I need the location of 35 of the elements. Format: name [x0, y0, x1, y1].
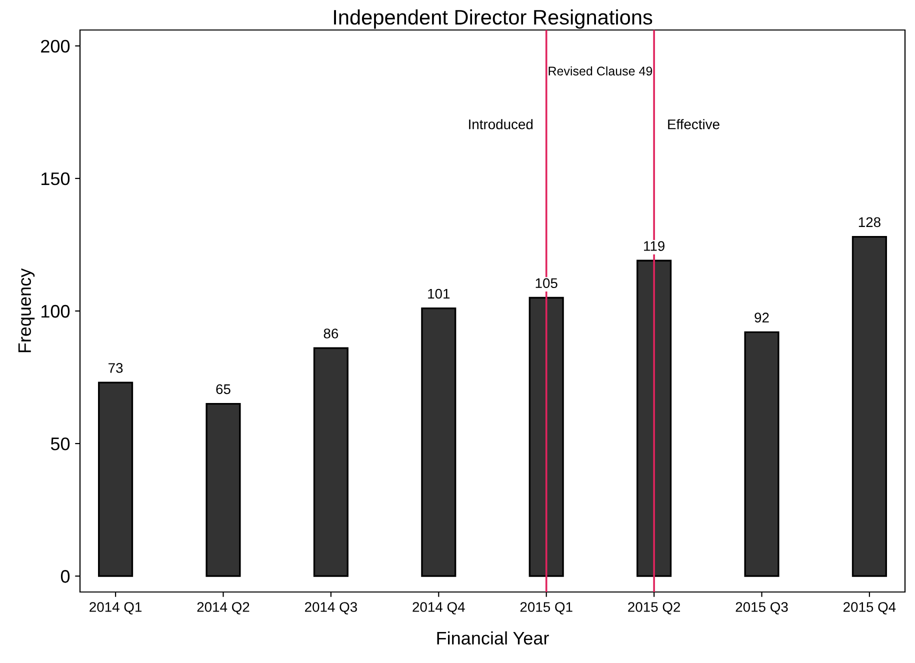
- chart-title: Independent Director Resignations: [334, 9, 652, 29]
- x-tick-label: 2015 Q4: [844, 602, 896, 614]
- bar: [528, 296, 564, 577]
- data-label: 86: [324, 328, 338, 338]
- data-label: 65: [216, 384, 230, 394]
- bar: [744, 331, 780, 577]
- x-tick-label: 2014 Q4: [412, 602, 465, 614]
- y-axis-title: Frequency: [18, 268, 35, 352]
- y-tick-label: 50: [50, 437, 70, 450]
- bar: [636, 260, 672, 577]
- bar: [852, 236, 887, 577]
- x-tick-label: 2014 Q3: [305, 602, 357, 614]
- ref-line-label: Introduced: [469, 119, 533, 130]
- y-tick-label: 150: [42, 172, 70, 186]
- data-label: 119: [644, 241, 664, 251]
- bar: [421, 308, 456, 577]
- x-axis-title: Financial Year: [437, 631, 549, 645]
- y-tick-label: 100: [42, 304, 70, 318]
- y-tick-label: 200: [41, 40, 70, 53]
- data-label: 105: [536, 278, 558, 288]
- x-tick-label: 2014 Q2: [197, 602, 250, 614]
- bar: [206, 402, 241, 577]
- ref-line-label: Effective: [668, 119, 720, 130]
- data-label: 73: [108, 363, 123, 373]
- annotation: Revised Clause 49: [548, 66, 652, 76]
- x-tick-label: 2015 Q2: [628, 602, 680, 614]
- x-tick-label: 2015 Q1: [520, 602, 572, 614]
- x-tick-label: 2015 Q3: [736, 602, 788, 614]
- x-tick-label: 2014 Q1: [90, 602, 142, 614]
- y-tick-label: 0: [60, 570, 70, 583]
- data-label: 101: [428, 288, 450, 299]
- data-label: 92: [754, 312, 769, 323]
- bar: [313, 347, 348, 577]
- data-label: 128: [858, 217, 880, 228]
- bar: [98, 382, 134, 577]
